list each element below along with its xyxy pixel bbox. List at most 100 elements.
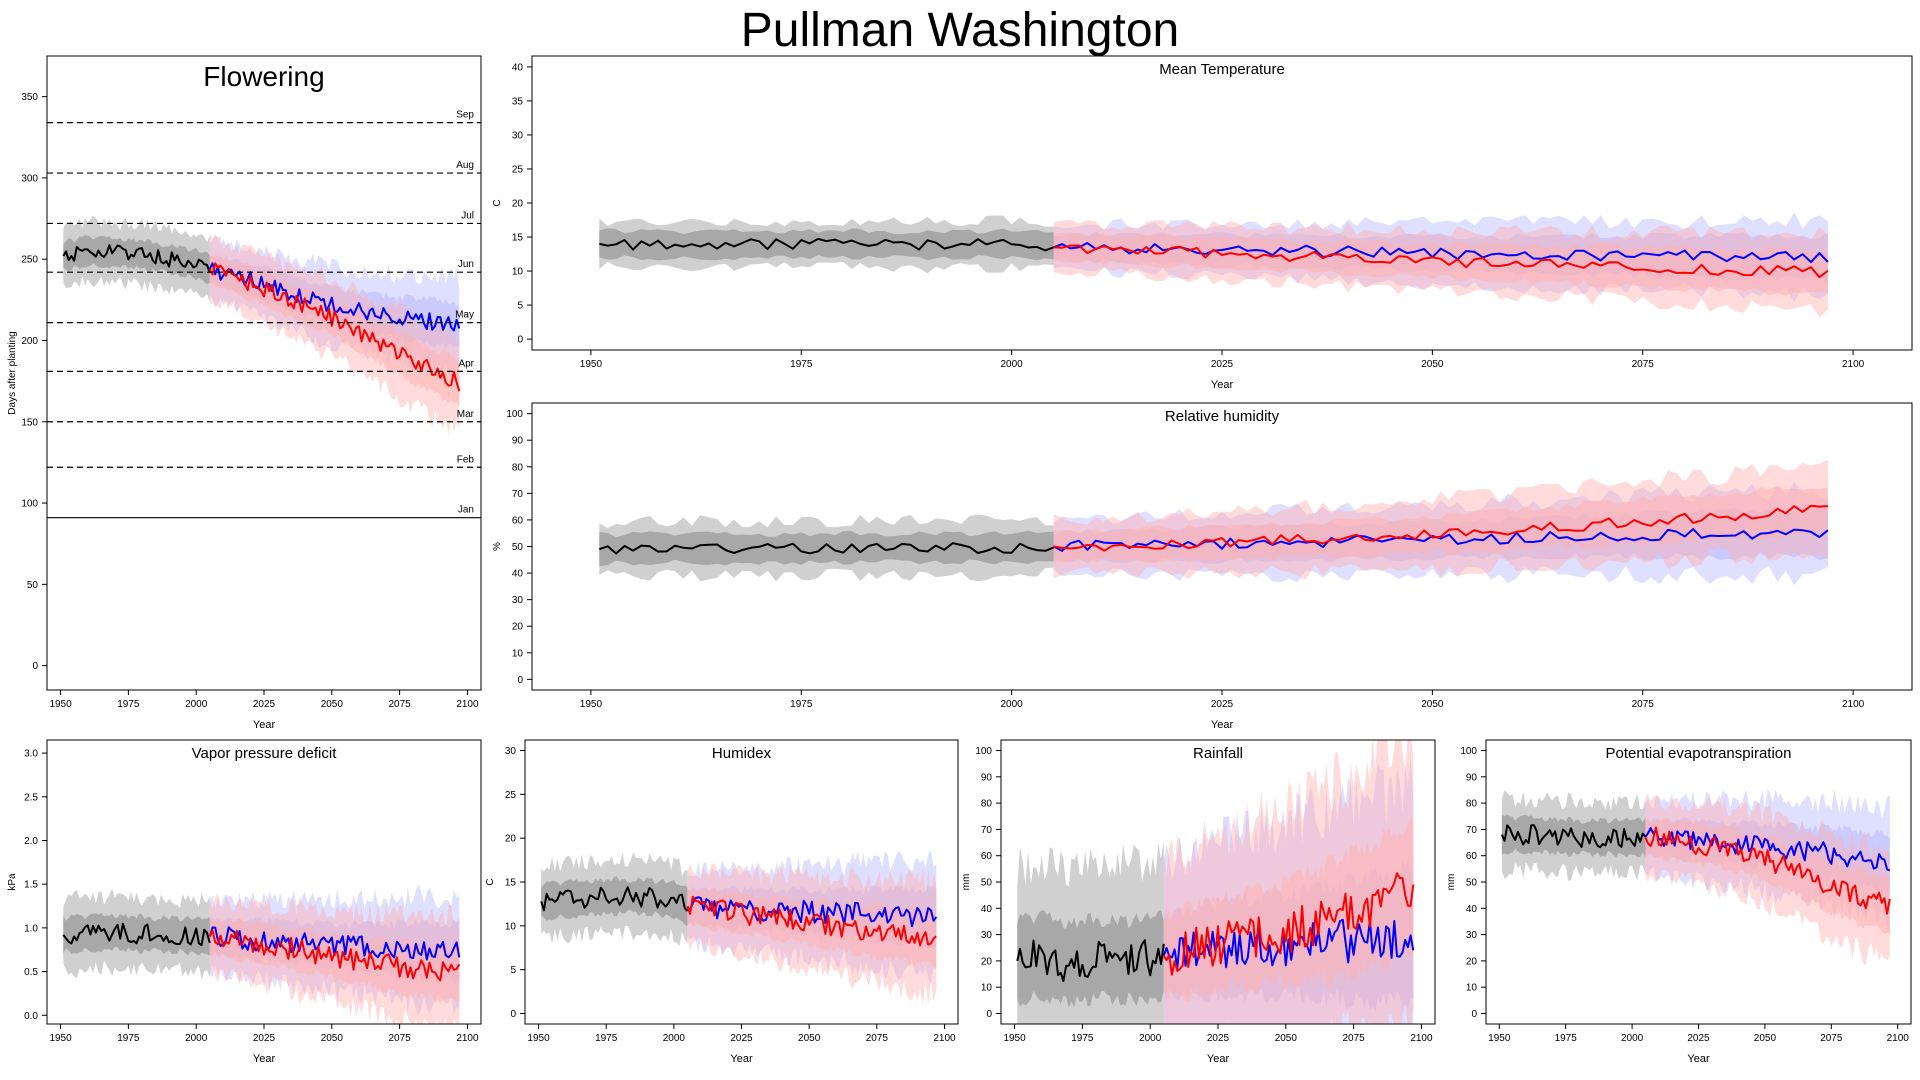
flowering-reference-label-jul: Jul [461,210,474,221]
vapor-pressure-deficit-y-tick-label: 1.0 [24,923,38,934]
rainfall-y-axis-label: mm [961,874,972,891]
potential-evapotranspiration-x-tick-label: 1975 [1555,1033,1578,1044]
humidex-y-tick-label: 5 [510,965,516,976]
relative-humidity-band-inner-2 [1053,486,1828,563]
vapor-pressure-deficit-x-tick-label: 1975 [117,1033,140,1044]
rainfall-title: Rainfall [1193,745,1243,762]
mean-temperature-x-tick-label: 1950 [580,359,603,370]
humidex-x-tick-label: 2000 [663,1033,686,1044]
mean-temperature-y-tick-label: 30 [512,130,524,141]
vapor-pressure-deficit-y-tick-label: 2.0 [24,836,38,847]
mean-temperature-y-tick-label: 20 [512,199,524,210]
flowering-x-tick-label: 2025 [253,699,276,710]
relative-humidity-y-axis-label: % [492,542,503,551]
potential-evapotranspiration-y-tick-label: 10 [1466,983,1478,994]
flowering-reference-label-mar: Mar [457,409,475,420]
vapor-pressure-deficit-y-tick-label: 2.5 [24,792,38,803]
humidex-x-tick-label: 2100 [933,1033,956,1044]
mean-temperature-panel: 1950 1975 2000 2025 2050 2075 2100051015202530… [492,55,1913,391]
rainfall-y-tick-label: 10 [981,983,993,994]
mean-temperature-y-tick-label: 0 [517,335,523,346]
relative-humidity-y-tick-label: 20 [512,622,524,633]
rainfall-series-line-2 [1162,872,1415,976]
rainfall-y-tick-label: 100 [975,746,992,757]
flowering-y-tick-label: 350 [21,92,38,103]
potential-evapotranspiration-y-tick-label: 90 [1466,772,1478,783]
humidex-y-tick-label: 30 [505,746,517,757]
rainfall-band-inner-0 [1017,910,1164,1008]
flowering-reference-label-may: May [455,310,474,321]
flowering-reference-label-aug: Aug [456,160,474,171]
potential-evapotranspiration-y-tick-label: 100 [1460,746,1477,757]
rainfall-plot-area [1016,740,1415,1024]
flowering-y-tick-label: 250 [21,255,38,266]
vapor-pressure-deficit-plot-area [62,884,461,1024]
mean-temperature-y-axis-label: C [492,199,503,206]
flowering-y-tick-label: 0 [32,661,38,672]
humidex-x-axis-label: Year [730,1053,753,1065]
relative-humidity-y-tick-label: 90 [512,436,524,447]
vapor-pressure-deficit-title: Vapor pressure deficit [192,745,338,762]
potential-evapotranspiration-series-line-2 [1644,826,1891,915]
potential-evapotranspiration-plot-area [1500,788,1891,966]
potential-evapotranspiration-y-tick-label: 30 [1466,930,1478,941]
vapor-pressure-deficit-band-inner-2 [209,917,460,1004]
potential-evapotranspiration-y-axis-label: mm [1446,874,1457,891]
potential-evapotranspiration-band-inner-2 [1645,818,1890,934]
relative-humidity-series-line-0 [598,542,1055,555]
rainfall-x-tick-label: 2100 [1410,1033,1433,1044]
relative-humidity-y-tick-label: 30 [512,595,524,606]
vapor-pressure-deficit-x-axis-label: Year [253,1053,276,1065]
relative-humidity-y-tick-label: 10 [512,648,524,659]
potential-evapotranspiration-y-tick-label: 80 [1466,799,1478,810]
potential-evapotranspiration-y-tick-label: 20 [1466,956,1478,967]
mean-temperature-x-tick-label: 1975 [790,359,813,370]
potential-evapotranspiration-x-tick-label: 1950 [1488,1033,1511,1044]
relative-humidity-x-axis-label: Year [1211,719,1234,731]
potential-evapotranspiration-x-axis-label: Year [1687,1053,1710,1065]
vapor-pressure-deficit-x-tick-label: 1950 [49,1033,72,1044]
vapor-pressure-deficit-band-inner-0 [63,912,210,957]
humidex-y-tick-label: 10 [505,921,517,932]
relative-humidity-x-tick-label: 1975 [790,699,813,710]
rainfall-x-tick-label: 2025 [1207,1033,1230,1044]
rainfall-x-tick-label: 2050 [1275,1033,1298,1044]
mean-temperature-y-tick-label: 5 [517,301,523,312]
relative-humidity-x-tick-label: 1950 [580,699,603,710]
mean-temperature-x-tick-label: 2100 [1842,359,1865,370]
humidex-series-line-1 [686,896,938,928]
relative-humidity-y-tick-label: 40 [512,569,524,580]
mean-temperature-y-tick-label: 40 [512,62,524,73]
relative-humidity-y-tick-label: 60 [512,515,524,526]
flowering-series-line-2 [208,262,461,392]
flowering-series-line-0 [62,244,211,273]
potential-evapotranspiration-y-tick-label: 40 [1466,904,1478,915]
potential-evapotranspiration-y-tick-label: 50 [1466,878,1478,889]
rainfall-x-tick-label: 1975 [1071,1033,1094,1044]
relative-humidity-band-inner-0 [599,530,1054,567]
relative-humidity-x-tick-label: 2075 [1632,699,1655,710]
relative-humidity-y-tick-label: 0 [517,675,523,686]
flowering-y-tick-label: 50 [27,580,39,591]
mean-temperature-x-tick-label: 2050 [1421,359,1444,370]
mean-temperature-plot-area [599,212,1829,318]
potential-evapotranspiration-x-tick-label: 2100 [1887,1033,1910,1044]
mean-temperature-x-tick-label: 2000 [1001,359,1024,370]
humidex-series-line-0 [540,886,689,912]
potential-evapotranspiration-panel: 1950 1975 2000 2025 2050 2075 2100 0 10 20 30 40 50 6… [1446,739,1912,1065]
vapor-pressure-deficit-panel: 1950 1975 2000 2025 2050 2075 2100 0.0 0.5 1.0 1.5… [7,739,482,1065]
flowering-y-tick-label: 300 [21,173,38,184]
rainfall-y-tick-label: 90 [981,772,993,783]
rainfall-x-tick-label: 2075 [1343,1033,1366,1044]
mean-temperature-title: Mean Temperature [1159,61,1285,78]
vapor-pressure-deficit-series-line-0 [62,922,211,947]
flowering-x-tick-label: 2000 [185,699,208,710]
relative-humidity-x-tick-label: 2050 [1421,699,1444,710]
flowering-x-tick-label: 2075 [389,699,412,710]
humidex-x-tick-label: 1975 [595,1033,618,1044]
relative-humidity-title: Relative humidity [1165,408,1280,425]
humidex-series-line-2 [686,895,937,947]
mean-temperature-y-tick-label: 25 [512,164,524,175]
potential-evapotranspiration-y-tick-label: 60 [1466,851,1478,862]
